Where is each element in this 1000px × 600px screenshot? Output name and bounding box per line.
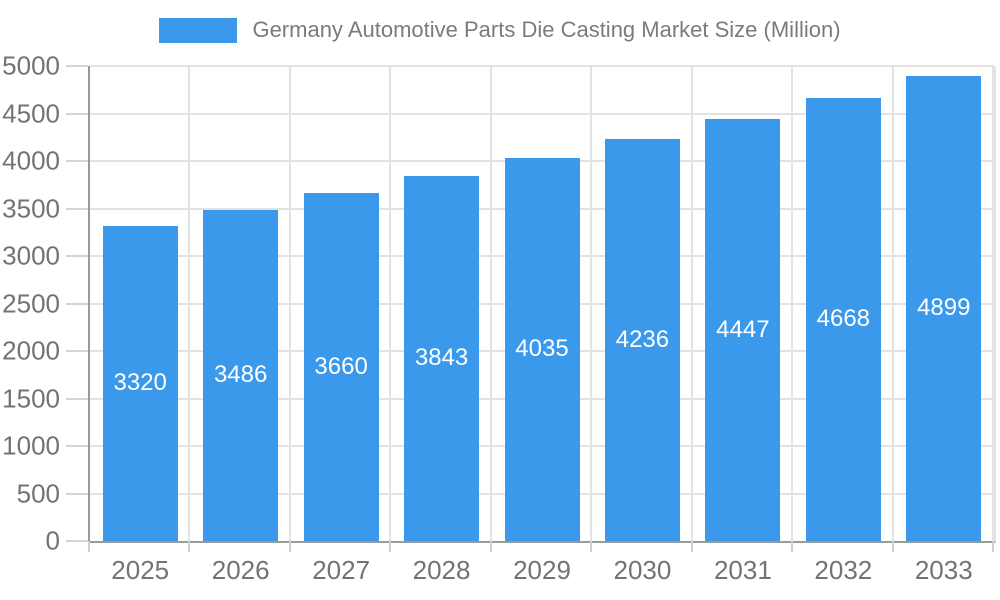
y-tick-label: 1500 bbox=[2, 383, 60, 413]
x-axis-tick bbox=[992, 541, 994, 552]
x-tick-label: 2031 bbox=[713, 555, 772, 585]
x-axis-tick bbox=[590, 541, 593, 552]
bar: 3486 bbox=[203, 209, 279, 541]
y-axis-tick bbox=[66, 397, 88, 400]
bar: 4447 bbox=[705, 118, 781, 541]
x-tick-label: 2027 bbox=[312, 555, 371, 585]
y-axis-tick bbox=[66, 445, 88, 447]
bar: 3320 bbox=[102, 225, 178, 541]
bar: 4236 bbox=[604, 138, 680, 541]
y-tick-label: 500 bbox=[16, 478, 60, 508]
y-tick-label: 2500 bbox=[2, 288, 60, 318]
y-tick-label: 3500 bbox=[2, 193, 60, 223]
x-tick-label: 2025 bbox=[111, 555, 170, 585]
y-axis-tick bbox=[66, 255, 88, 257]
bar-value-label: 4899 bbox=[917, 294, 971, 322]
y-tick-label: 1000 bbox=[2, 430, 60, 461]
bar-value-label: 4035 bbox=[515, 335, 569, 363]
bar-value-label: 3320 bbox=[113, 369, 167, 397]
y-tick-label: 3000 bbox=[2, 240, 60, 271]
x-tick-label: 2030 bbox=[613, 555, 672, 585]
x-tick-label: 2026 bbox=[211, 555, 270, 585]
h-gridline bbox=[90, 65, 994, 67]
x-tick-label: 2029 bbox=[513, 555, 571, 585]
x-tick-label: 2032 bbox=[814, 555, 873, 585]
y-tick-label: 4000 bbox=[2, 145, 60, 176]
x-axis-tick bbox=[389, 541, 392, 552]
y-axis-tick bbox=[66, 65, 88, 67]
y-axis-tick bbox=[66, 492, 88, 495]
bar-value-label: 3843 bbox=[414, 344, 469, 372]
y-tick-label: 4500 bbox=[2, 98, 60, 128]
x-tick-label: 2028 bbox=[412, 555, 471, 585]
chart-legend[interactable]: Germany Automotive Parts Die Casting Mar… bbox=[0, 17, 1000, 43]
x-axis-tick bbox=[489, 541, 492, 552]
y-axis-tick bbox=[66, 540, 88, 542]
v-gridline bbox=[791, 66, 794, 541]
v-gridline bbox=[188, 66, 191, 541]
bar: 4899 bbox=[906, 75, 982, 541]
x-axis-tick bbox=[690, 541, 693, 552]
y-tick-label: 2000 bbox=[2, 335, 60, 366]
v-gridline bbox=[590, 66, 593, 541]
bar: 3660 bbox=[303, 193, 379, 541]
x-tick-label: 2033 bbox=[914, 555, 973, 585]
v-gridline bbox=[489, 66, 492, 541]
x-axis-tick bbox=[88, 541, 90, 552]
bar-value-label: 3486 bbox=[213, 361, 268, 389]
y-tick-label: 0 bbox=[45, 525, 60, 556]
bar-value-label: 4236 bbox=[615, 325, 670, 353]
bar: 4035 bbox=[504, 157, 580, 541]
x-axis-tick bbox=[288, 541, 291, 552]
y-axis-tick bbox=[66, 302, 88, 305]
h-gridline bbox=[90, 112, 994, 115]
bar-value-label: 4668 bbox=[816, 305, 871, 333]
y-axis-tick bbox=[66, 350, 88, 352]
v-gridline bbox=[891, 66, 894, 541]
v-gridline bbox=[288, 66, 291, 541]
y-tick-label: 5000 bbox=[2, 50, 60, 81]
x-axis-tick bbox=[791, 541, 794, 552]
bar: 3843 bbox=[404, 175, 480, 541]
legend-swatch[interactable] bbox=[159, 17, 238, 43]
bar-value-label: 3660 bbox=[314, 353, 368, 381]
x-axis-tick bbox=[891, 541, 894, 552]
v-gridline bbox=[690, 66, 693, 541]
bar: 4668 bbox=[805, 97, 881, 541]
y-axis-tick bbox=[66, 112, 88, 115]
plot-area: 0 500 1000 1500 2000 2500 3000 3500 4000 4500 5000… bbox=[2, 51, 996, 585]
x-axis-tick bbox=[188, 541, 191, 552]
bar-value-label: 4447 bbox=[716, 315, 770, 343]
v-gridline bbox=[992, 66, 994, 541]
v-gridline bbox=[389, 66, 392, 541]
y-axis-tick bbox=[66, 207, 88, 210]
legend-label: Germany Automotive Parts Die Casting Mar… bbox=[252, 17, 841, 42]
y-axis-tick bbox=[66, 160, 88, 162]
